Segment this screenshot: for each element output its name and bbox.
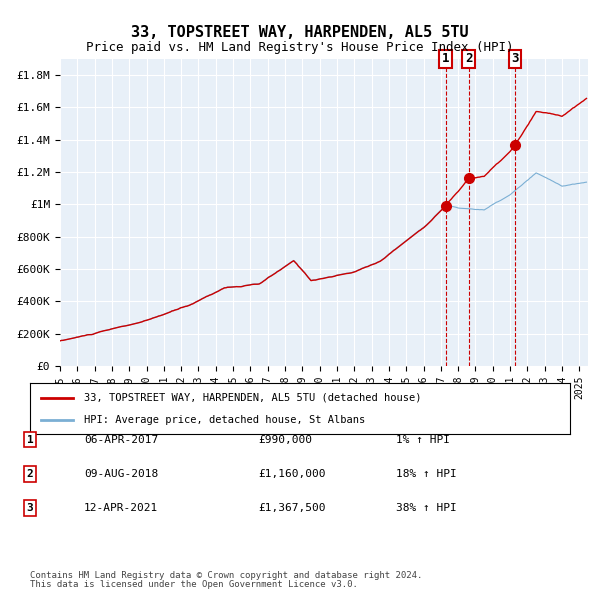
Text: 1: 1 — [26, 435, 34, 444]
Text: 3: 3 — [511, 52, 518, 65]
Text: 06-APR-2017: 06-APR-2017 — [84, 435, 158, 444]
Text: 3: 3 — [26, 503, 34, 513]
Text: 2: 2 — [465, 52, 472, 65]
Text: This data is licensed under the Open Government Licence v3.0.: This data is licensed under the Open Gov… — [30, 579, 358, 589]
Text: £1,367,500: £1,367,500 — [258, 503, 325, 513]
Text: HPI: Average price, detached house, St Albans: HPI: Average price, detached house, St A… — [84, 415, 365, 425]
Text: 38% ↑ HPI: 38% ↑ HPI — [396, 503, 457, 513]
Text: 09-AUG-2018: 09-AUG-2018 — [84, 469, 158, 478]
Text: 1: 1 — [442, 52, 449, 65]
Text: 1% ↑ HPI: 1% ↑ HPI — [396, 435, 450, 444]
Text: £990,000: £990,000 — [258, 435, 312, 444]
Text: 18% ↑ HPI: 18% ↑ HPI — [396, 469, 457, 478]
Text: Price paid vs. HM Land Registry's House Price Index (HPI): Price paid vs. HM Land Registry's House … — [86, 41, 514, 54]
Text: Contains HM Land Registry data © Crown copyright and database right 2024.: Contains HM Land Registry data © Crown c… — [30, 571, 422, 580]
Bar — [441, 59, 588, 366]
Text: 33, TOPSTREET WAY, HARPENDEN, AL5 5TU (detached house): 33, TOPSTREET WAY, HARPENDEN, AL5 5TU (d… — [84, 392, 421, 402]
Text: £1,160,000: £1,160,000 — [258, 469, 325, 478]
Text: 2: 2 — [26, 469, 34, 478]
Text: 33, TOPSTREET WAY, HARPENDEN, AL5 5TU: 33, TOPSTREET WAY, HARPENDEN, AL5 5TU — [131, 25, 469, 40]
Text: 12-APR-2021: 12-APR-2021 — [84, 503, 158, 513]
